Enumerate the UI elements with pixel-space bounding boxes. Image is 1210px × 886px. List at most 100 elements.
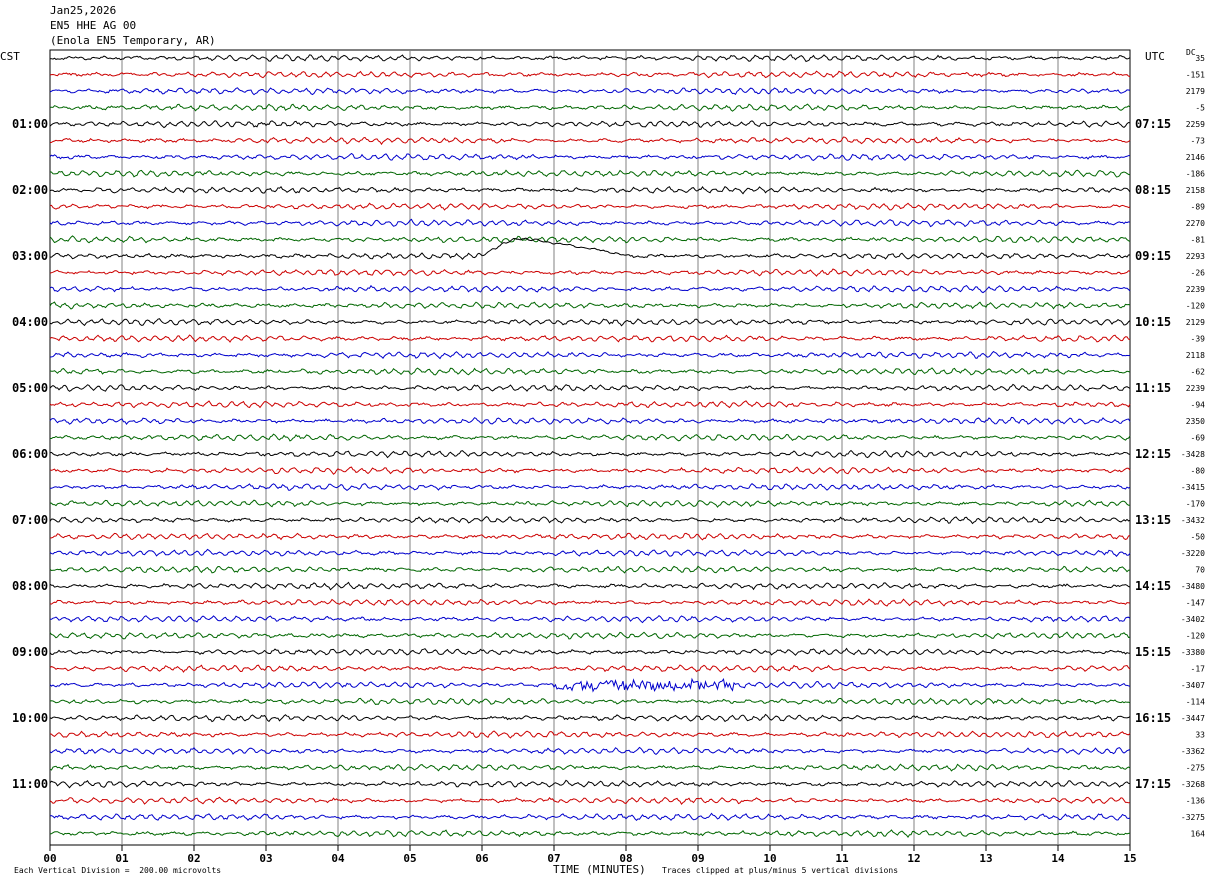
x-tick-label: 10 (763, 852, 776, 865)
trace-line (49, 152, 1130, 161)
trace-line (49, 169, 1131, 178)
x-tick-label: 08 (619, 852, 632, 865)
trace-line (49, 779, 1131, 789)
trace-line (50, 483, 1131, 492)
x-tick-label: 15 (1123, 852, 1136, 865)
trace-line (50, 237, 1131, 260)
trace-line (49, 367, 1131, 376)
dc-offset-label: 2350 (1186, 417, 1205, 426)
dc-offset-label: -80 (1191, 467, 1206, 476)
trace-line (49, 350, 1131, 360)
trace-line (49, 120, 1131, 129)
dc-offset-label: -120 (1186, 632, 1205, 641)
right-hour-label: 10:15 (1135, 315, 1171, 329)
x-tick-label: 02 (187, 852, 200, 865)
dc-offset-label: -3268 (1181, 780, 1205, 789)
dc-offset-label: 70 (1195, 566, 1205, 575)
dc-offset-label: 164 (1191, 830, 1206, 839)
trace-line (49, 664, 1131, 673)
x-tick-label: 07 (547, 852, 560, 865)
dc-offset-label: -114 (1186, 698, 1205, 707)
dc-offset-label: -17 (1191, 665, 1206, 674)
dc-offset-label: -147 (1186, 599, 1205, 608)
trace-line (49, 186, 1131, 195)
trace-line (49, 548, 1131, 557)
dc-offset-label: -170 (1186, 500, 1205, 509)
x-tick-label: 01 (115, 852, 129, 865)
trace-line (49, 796, 1131, 805)
dc-offset-label: -26 (1191, 269, 1206, 278)
dc-offset-label: 2293 (1186, 252, 1205, 261)
trace-line (49, 318, 1131, 327)
trace-line (49, 829, 1131, 838)
left-hour-label: 01:00 (12, 117, 48, 131)
dc-offset-label: -94 (1191, 401, 1206, 410)
dc-offset-label: 2129 (1186, 318, 1205, 327)
dc-offset-label: 2239 (1186, 285, 1205, 294)
trace-line (49, 400, 1131, 409)
dc-offset-label: 2146 (1186, 153, 1205, 162)
dc-header-label: DC (1186, 48, 1196, 57)
dc-offset-label: 2259 (1186, 120, 1205, 129)
right-hour-label: 17:15 (1135, 777, 1171, 791)
trace-line (49, 763, 1131, 772)
plot-frame (49, 49, 1131, 846)
x-tick-label: 13 (979, 852, 992, 865)
right-hour-label: 08:15 (1135, 183, 1171, 197)
x-tick-label: 00 (43, 852, 56, 865)
trace-line (50, 54, 1131, 63)
dc-offset-label: -3415 (1181, 483, 1205, 492)
trace-line (50, 433, 1131, 442)
dc-offset-label: -3432 (1181, 516, 1205, 525)
dc-offset-label: -3362 (1181, 747, 1205, 756)
trace-line (49, 268, 1131, 277)
clip-note: Traces clipped at plus/minus 5 vertical … (662, 866, 899, 875)
x-axis-label: TIME (MINUTES) (553, 863, 646, 876)
left-hour-label: 05:00 (12, 381, 48, 395)
trace-line (49, 284, 1131, 294)
trace-line (49, 334, 1131, 343)
left-hour-label: 08:00 (12, 579, 48, 593)
dc-offset-label: -69 (1191, 434, 1206, 443)
trace-line (49, 730, 1131, 739)
dc-offset-label: -3428 (1181, 450, 1205, 459)
trace-line (49, 383, 1131, 392)
dc-offset-label: -3220 (1181, 549, 1205, 558)
trace-line (49, 515, 1131, 525)
right-hour-label: 16:15 (1135, 711, 1171, 725)
trace-line (49, 677, 1131, 693)
dc-offset-label: -3407 (1181, 681, 1205, 690)
trace-line (49, 615, 1131, 624)
left-hour-label: 09:00 (12, 645, 48, 659)
trace-line (49, 532, 1131, 541)
right-hour-label: 13:15 (1135, 513, 1171, 527)
left-timezone-label: CST (0, 50, 20, 63)
trace-line (49, 713, 1131, 723)
trace-line (49, 301, 1131, 310)
x-tick-label: 11 (835, 852, 849, 865)
left-hour-label: 02:00 (12, 183, 48, 197)
dc-offset-label: -3402 (1181, 615, 1205, 624)
left-hour-label: 07:00 (12, 513, 48, 527)
trace-line (50, 103, 1131, 112)
dc-offset-label: -3275 (1181, 813, 1205, 822)
x-tick-label: 09 (691, 852, 704, 865)
dc-offset-label: -50 (1191, 533, 1206, 542)
x-tick-label: 05 (403, 852, 416, 865)
dc-offset-label: -136 (1186, 797, 1205, 806)
dc-offset-label: -89 (1191, 203, 1206, 212)
trace-line (49, 202, 1131, 211)
dc-offset-label: -81 (1191, 236, 1206, 245)
x-tick-label: 14 (1051, 852, 1065, 865)
right-hour-label: 11:15 (1135, 381, 1171, 395)
dc-offset-label: -275 (1186, 764, 1205, 773)
trace-line (49, 499, 1130, 508)
station-label: EN5 HHE AG 00 (50, 19, 137, 32)
x-tick-label: 06 (475, 852, 489, 865)
dc-offset-label: 33 (1195, 731, 1205, 740)
trace-line (49, 647, 1131, 656)
left-hour-label: 03:00 (12, 249, 48, 263)
trace-line (49, 631, 1131, 640)
right-hour-label: 15:15 (1135, 645, 1171, 659)
scale-note: Each Vertical Division = 200.00 microvol… (14, 866, 222, 875)
